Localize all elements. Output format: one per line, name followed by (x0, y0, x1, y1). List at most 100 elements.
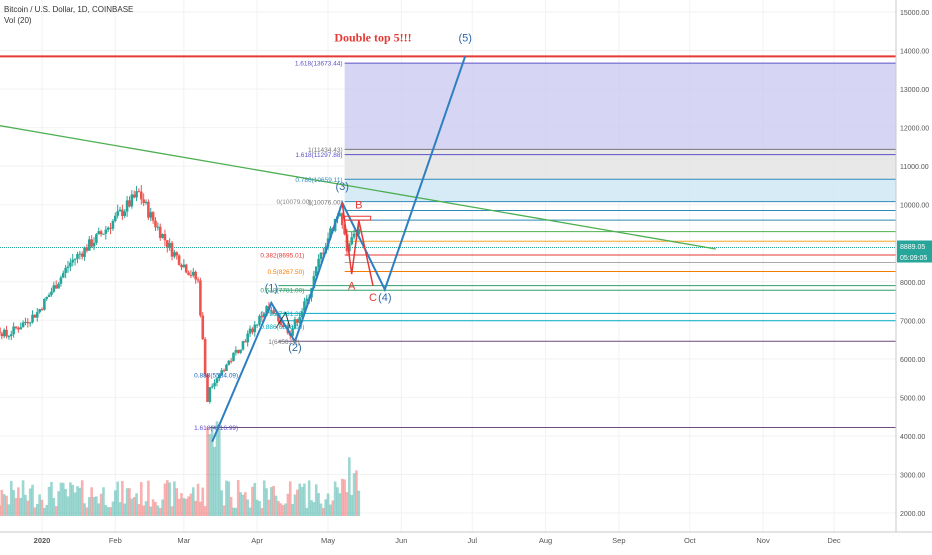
volume-bar (182, 498, 186, 516)
price-tick-label: 14000.00 (900, 49, 929, 56)
candle-body (163, 234, 167, 241)
candle-body (43, 298, 46, 310)
candle-body (137, 191, 141, 193)
price-tick-label: 7000.00 (900, 318, 925, 325)
volume-bar (139, 482, 143, 516)
volume-bar (31, 484, 34, 516)
candle-body (154, 220, 157, 228)
candle-body (312, 276, 316, 289)
volume-bar (324, 499, 328, 516)
volume-bar (17, 487, 20, 516)
candle-body (69, 262, 72, 267)
countdown-label: 05:09:05 (900, 255, 927, 262)
volume-bar (281, 505, 285, 516)
candle-body (85, 247, 89, 251)
candle-body (28, 322, 32, 324)
volume-bar (307, 480, 311, 516)
volume-bar (52, 497, 56, 516)
candle-body (225, 364, 228, 372)
abc-label: A (348, 280, 356, 292)
fib-level-label: 1.618(4216.99) (194, 425, 238, 432)
time-tick-label: Oct (684, 536, 697, 545)
fibonacci-layer (0, 55, 896, 429)
candle-body (203, 339, 207, 375)
volume-bar (59, 482, 63, 516)
candle-body (144, 201, 148, 204)
volume-bar (106, 507, 110, 516)
candle-body (215, 378, 219, 383)
volume-bar (151, 499, 155, 516)
candle-body (132, 194, 136, 198)
candle-body (139, 191, 143, 200)
candle-body (277, 313, 280, 322)
volume-bar (116, 481, 119, 516)
fib-level-label: 0.5(8267.50) (268, 269, 305, 276)
volume-bar (118, 502, 122, 516)
candle-body (201, 315, 205, 340)
price-tick-label: 8000.00 (900, 280, 925, 287)
volume-indicator-label[interactable]: Vol (20) (4, 16, 32, 25)
candle-body (258, 315, 261, 325)
candle-body (40, 309, 44, 311)
volume-bar (277, 500, 280, 516)
time-tick-label: Feb (109, 536, 122, 545)
volume-bar (21, 480, 25, 516)
symbol-title[interactable]: Bitcoin / U.S. Dollar, 1D, COINBASE (4, 5, 134, 14)
candle-body (19, 327, 23, 330)
candle-body (80, 253, 84, 257)
volume-bar (255, 499, 259, 516)
volume-bar (102, 487, 105, 516)
candle-body (270, 310, 273, 312)
candle-body (236, 350, 240, 353)
price-tick-label: 5000.00 (900, 395, 925, 402)
volume-bar (99, 493, 103, 516)
candle-body (314, 266, 318, 277)
candle-body (33, 314, 37, 318)
volume-bar (291, 503, 294, 516)
volume-bar (135, 493, 138, 516)
candle-body (322, 252, 325, 254)
volume-bar (184, 498, 188, 516)
price-tick-label: 13000.00 (900, 87, 929, 94)
candle-body (213, 382, 216, 387)
candle-body (97, 231, 101, 235)
candle-body (125, 200, 129, 212)
volume-bar (149, 506, 153, 516)
candle-body (128, 200, 131, 207)
volume-bar (45, 504, 49, 516)
candle-body (109, 227, 112, 229)
time-tick-label: May (321, 536, 335, 545)
fib-level-label: 1(6456.00) (268, 339, 299, 346)
volume-bar (64, 489, 67, 516)
volume-bar (210, 425, 214, 516)
candle-body (338, 213, 342, 217)
volume-bar (345, 492, 349, 516)
volume-bar (142, 505, 145, 516)
candle-body (45, 297, 49, 299)
label-layer: Double top 5!!! (1) (2) (3) (4) (5) A B C 1.618(1… (194, 31, 472, 432)
candle-body (293, 319, 297, 329)
elliott-wave-path (211, 55, 467, 443)
time-tick-label: Nov (756, 536, 770, 545)
candle-body (244, 341, 247, 343)
time-tick-label: Jul (467, 536, 477, 545)
fib-level-label: 0.382(8695.01) (260, 252, 304, 259)
volume-bar (137, 504, 141, 516)
volume-bar (338, 493, 342, 516)
candle-body (87, 239, 91, 251)
candle-body (121, 209, 124, 216)
candle-body (95, 234, 98, 243)
price-tick-label: 15000.00 (900, 10, 929, 17)
candle-body (229, 360, 233, 362)
candle-body (66, 266, 70, 268)
volume-bar (123, 503, 127, 516)
volume-bar (147, 480, 150, 516)
candle-body (9, 334, 13, 337)
time-tick-label: Apr (251, 536, 263, 545)
candle-body (50, 291, 53, 295)
volume-bar (336, 487, 339, 516)
volume-bar (61, 482, 65, 516)
candle-body (102, 233, 105, 235)
